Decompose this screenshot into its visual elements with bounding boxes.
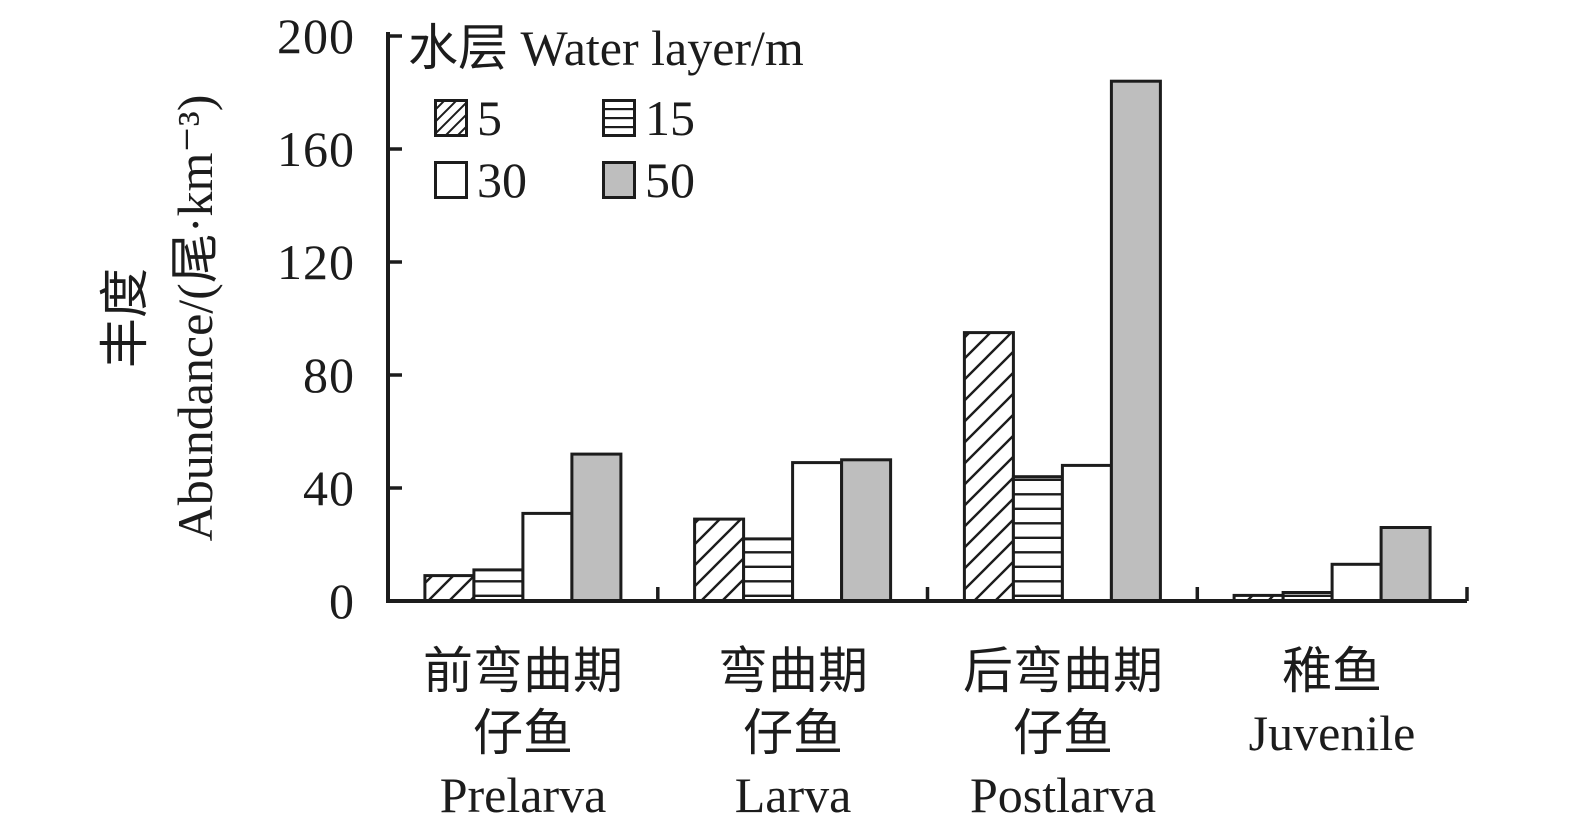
bar-prelarva-50 — [570, 452, 623, 603]
x-category-prelarva: 前弯曲期 仔鱼 Prelarva — [423, 640, 623, 826]
y-tick-label-40: 40 — [303, 460, 355, 516]
x-category-postlarva: 后弯曲期 仔鱼 Postlarva — [963, 640, 1163, 826]
bar-postlarva-15 — [1011, 475, 1064, 603]
x-category-larva: 弯曲期 仔鱼 Larva — [718, 640, 868, 826]
legend: 水层 Water layer/m 5 15 30 — [408, 20, 804, 208]
legend-label: 5 — [477, 90, 502, 146]
legend-swatch-gray-icon — [602, 161, 636, 199]
category-line: 仔鱼 — [473, 705, 573, 761]
bar-larva-15 — [742, 537, 795, 603]
y-tick-label-120: 120 — [277, 234, 355, 290]
legend-item-30: 30 — [434, 152, 602, 208]
category-line: Postlarva — [969, 767, 1157, 823]
bar-juvenile-30 — [1330, 562, 1383, 603]
legend-item-15: 15 — [602, 90, 804, 146]
category-line: 弯曲期 — [718, 643, 868, 699]
bar-prelarva-5 — [423, 574, 476, 603]
category-line: 前弯曲期 — [423, 643, 623, 699]
axes-layer — [386, 32, 1469, 603]
bar-prelarva-30 — [521, 511, 574, 603]
legend-item-5: 5 — [434, 90, 602, 146]
x-category-juvenile: 稚鱼 Juvenile — [1249, 640, 1416, 764]
category-line: Juvenile — [1248, 705, 1416, 761]
legend-swatch-hlines-icon — [602, 99, 636, 137]
y-axis-label-zh: 丰度 — [97, 268, 153, 368]
y-tick-label-200: 200 — [277, 8, 355, 64]
legend-swatch-white-icon — [434, 161, 468, 199]
category-line: Larva — [734, 767, 852, 823]
legend-label: 30 — [477, 152, 527, 208]
bar-juvenile-50 — [1379, 526, 1432, 603]
bar-prelarva-15 — [472, 568, 525, 603]
category-line: 仔鱼 — [743, 705, 843, 761]
bar-postlarva-30 — [1060, 463, 1113, 603]
category-line: Prelarva — [439, 767, 607, 823]
bar-postlarva-5 — [962, 331, 1015, 603]
legend-label: 50 — [645, 152, 695, 208]
category-line: 仔鱼 — [1013, 705, 1113, 761]
legend-swatch-hatch-icon — [434, 99, 468, 137]
bar-larva-30 — [791, 461, 844, 603]
y-tick-label-80: 80 — [303, 347, 355, 403]
legend-label: 15 — [645, 90, 695, 146]
legend-item-50: 50 — [602, 152, 804, 208]
category-line: 稚鱼 — [1281, 643, 1382, 699]
axes-frame — [386, 32, 1467, 603]
y-tick-label-0: 0 — [329, 573, 355, 629]
bar-larva-5 — [693, 517, 746, 603]
y-tick-label-160: 160 — [277, 121, 355, 177]
y-axis-label-en: Abundance/(尾·km⁻³) — [167, 94, 223, 542]
bar-postlarva-50 — [1109, 79, 1162, 603]
legend-grid: 5 15 30 50 — [434, 90, 804, 208]
category-line: 后弯曲期 — [963, 643, 1163, 699]
legend-title: 水层 Water layer/m — [408, 20, 804, 76]
bar-larva-50 — [840, 458, 893, 603]
y-axis-label: 丰度 Abundance/(尾·km⁻³) — [90, 95, 230, 542]
